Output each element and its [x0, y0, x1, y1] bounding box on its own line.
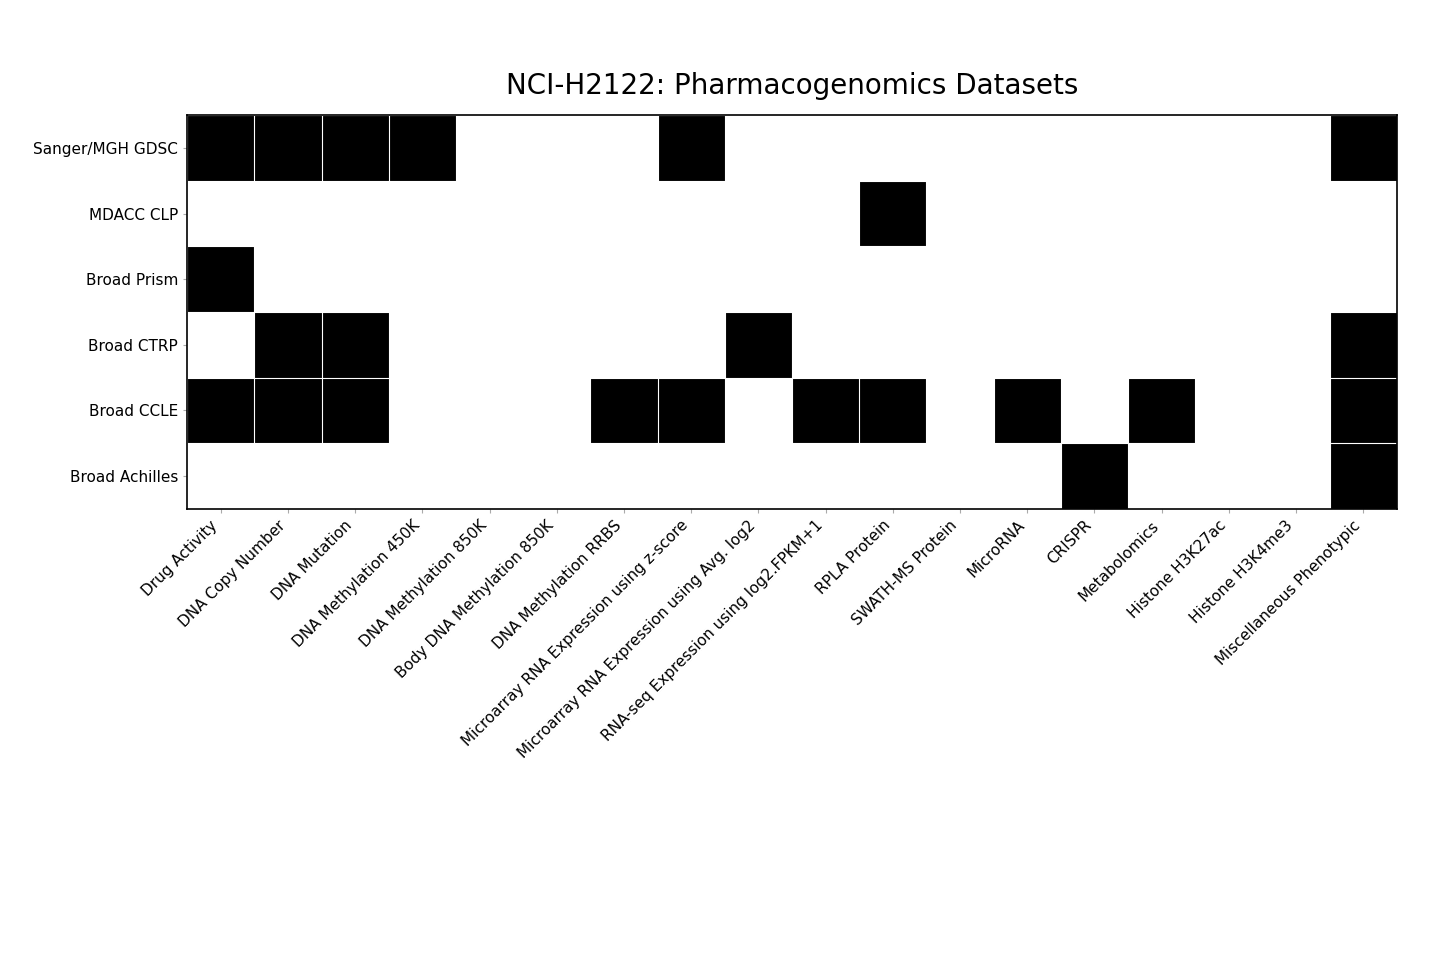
Bar — [792, 377, 860, 444]
Bar — [1329, 444, 1397, 509]
Bar — [187, 247, 255, 312]
Bar — [1329, 115, 1397, 180]
Bar — [255, 115, 321, 180]
Bar — [994, 377, 1061, 444]
Bar — [187, 115, 255, 180]
Bar — [860, 180, 926, 247]
Bar — [255, 377, 321, 444]
Bar — [590, 377, 658, 444]
Title: NCI-H2122: Pharmacogenomics Datasets: NCI-H2122: Pharmacogenomics Datasets — [505, 72, 1079, 101]
Bar — [321, 377, 389, 444]
Bar — [1061, 444, 1128, 509]
Bar — [658, 377, 724, 444]
Bar — [321, 312, 389, 377]
Bar — [860, 377, 926, 444]
Bar — [321, 115, 389, 180]
Bar — [1329, 312, 1397, 377]
Bar — [389, 115, 456, 180]
Bar — [187, 377, 255, 444]
Bar — [724, 312, 792, 377]
Bar — [1128, 377, 1195, 444]
Bar — [255, 312, 321, 377]
Bar — [658, 115, 724, 180]
Bar — [1329, 377, 1397, 444]
